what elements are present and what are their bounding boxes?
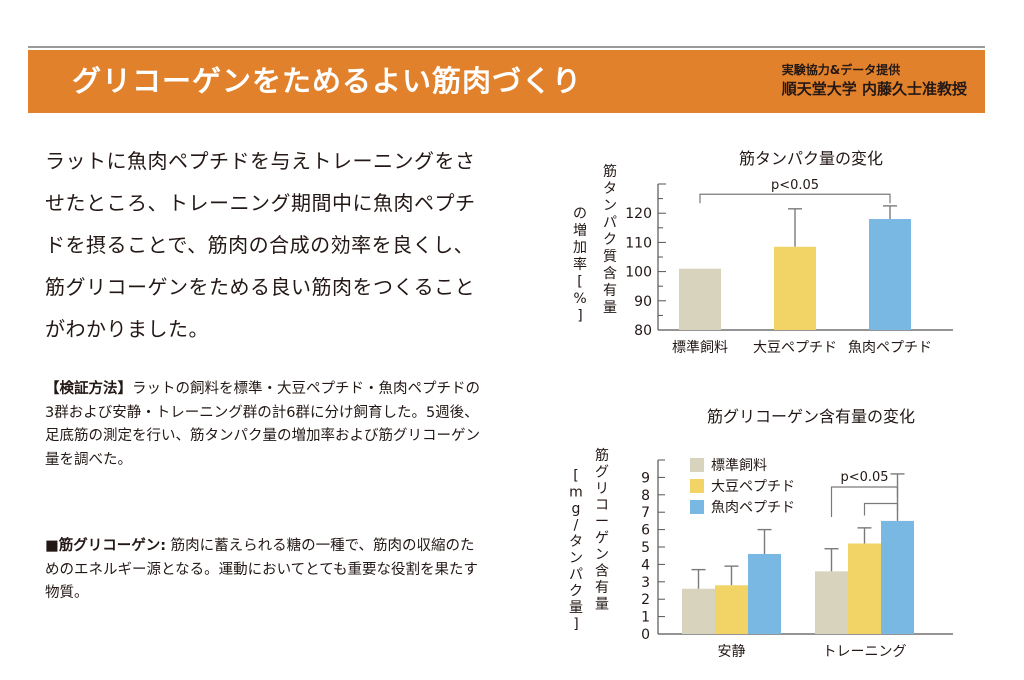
y-axis-label-col1-char: 量: [603, 300, 617, 316]
y-tick-label: 5: [641, 540, 650, 556]
top-rule: [28, 46, 985, 48]
y-axis-label-col2-char: ]: [573, 617, 578, 633]
lead-paragraph: ラットに魚肉ペプチドを与えトレーニングをさせたところ、トレーニング期間中に魚肉ペ…: [45, 149, 476, 341]
y-axis-label-col1-char: リ: [595, 481, 609, 497]
method-paragraph: 【検証方法】ラットの飼料を標準・大豆ペプチド・魚肉ペプチドの3群および安静・トレ…: [45, 378, 485, 472]
y-axis-label-col1-char: 量: [595, 597, 609, 613]
y-tick-label: 4: [641, 557, 650, 573]
y-tick-label: 6: [641, 523, 650, 539]
x-tick-label: 魚肉ペプチド: [848, 340, 932, 356]
significance-bracket: [699, 193, 891, 204]
chart-title: 筋グリコーゲン含有量の変化: [707, 407, 915, 426]
credit-line-2: 順天堂大学 内藤久士准教授: [781, 80, 967, 98]
glossary-definition: 筋肉に蓄えられる糖の一種で、筋肉の収縮のためのエネルギー源となる。運動においてと…: [45, 538, 478, 601]
significance-bracket-outer: [830, 486, 899, 517]
bar-1-3: [748, 553, 781, 634]
y-axis-label-col2-char: %: [573, 291, 586, 307]
y-tick-label: 8: [641, 488, 650, 504]
bar-2-2: [848, 543, 881, 634]
y-axis-label-col2: の増加率[%]: [573, 206, 587, 324]
glycogen-chart: 筋グリコーゲン含有量の変化筋グリコーゲン含有量[mg/タンパク量]0123456…: [569, 407, 953, 660]
y-axis-label-col2-char: タ: [569, 534, 583, 550]
chart-title: 筋タンパク量の変化: [739, 149, 883, 168]
y-axis-label-col1-char: 含: [603, 266, 617, 282]
x-tick-label: トレーニング: [823, 644, 907, 660]
y-axis-label-col1-char: 筋: [595, 447, 609, 464]
y-axis-label-col2-char: m: [569, 485, 583, 501]
y-tick-label: 120: [625, 206, 652, 222]
y-axis-label-col1-char: ー: [595, 514, 609, 530]
x-tick-label: 大豆ペプチド: [753, 340, 837, 356]
y-axis-label-col1-char: パ: [603, 215, 617, 231]
legend-swatch-1: [690, 458, 704, 472]
y-axis-label-col2-char: ]: [577, 308, 582, 324]
bar-1-1: [682, 588, 715, 634]
method-body: ラットの飼料を標準・大豆ペプチド・魚肉ペプチドの3群および安静・トレーニング群の…: [45, 381, 480, 468]
y-axis-label-col2-char: /: [574, 518, 579, 534]
y-axis-label-col1: 筋グリコーゲン含有量: [595, 447, 609, 613]
y-tick-label: 2: [641, 592, 650, 608]
y-axis-label-col2-char: g: [572, 501, 581, 517]
y-axis-label-col1-char: ク: [603, 232, 617, 248]
y-axis-label-col2-char: の: [573, 206, 587, 222]
page-title: グリコーゲンをためるよい筋肉づくり: [72, 64, 583, 98]
y-axis-label-col1-char: 質: [603, 249, 617, 265]
y-axis-label-col2-char: 率: [573, 256, 587, 273]
y-tick-label: 100: [625, 265, 652, 281]
bar-3: [869, 219, 911, 330]
y-axis-label-col2-char: [: [577, 274, 582, 290]
y-axis-label-col1-char: 含: [595, 564, 609, 580]
credit-block: 実験協力&データ提供 順天堂大学 内藤久士准教授: [782, 62, 967, 100]
y-axis-label-col2-char: [: [573, 468, 578, 484]
y-axis-label-col2-char: ン: [569, 551, 583, 567]
y-axis-label-col1-char: 有: [603, 283, 617, 299]
legend-label: 大豆ペプチド: [711, 479, 795, 495]
y-axis-label-col1-char: 有: [595, 580, 609, 596]
y-axis-label-col1-char: コ: [595, 498, 609, 514]
y-tick-label: 0: [641, 627, 650, 643]
y-axis-label-col1-char: グ: [595, 465, 609, 481]
y-tick-label: 3: [641, 575, 650, 591]
glossary-term: ■筋グリコーゲン:: [45, 538, 166, 554]
y-axis-label-col2-char: 増: [573, 223, 587, 239]
legend-swatch-2: [690, 479, 704, 493]
y-tick-label: 9: [641, 470, 650, 486]
y-tick-label: 80: [634, 323, 652, 339]
legend-label: 魚肉ペプチド: [711, 500, 795, 516]
method-heading: 【検証方法】: [45, 381, 132, 397]
y-axis-label-col2-char: 加: [573, 240, 587, 256]
significance-label: p<0.05: [771, 178, 819, 193]
credit-line-1: 実験協力&データ提供: [781, 63, 901, 77]
bar-2-1: [815, 571, 848, 634]
y-axis-label-col1-char: 筋: [603, 163, 617, 180]
y-axis-label-col1-char: ン: [595, 547, 609, 563]
significance-bracket-inner: [863, 502, 899, 516]
bar-1-2: [715, 585, 748, 634]
legend-swatch-3: [690, 500, 704, 514]
x-tick-label: 標準飼料: [672, 340, 728, 356]
y-tick-label: 110: [625, 235, 652, 251]
y-axis-label-col2-char: ク: [569, 584, 583, 600]
y-tick-label: 90: [634, 294, 652, 310]
y-axis-label-col1-char: ン: [603, 198, 617, 214]
y-tick-label: 7: [641, 505, 650, 521]
significance-label: p<0.05: [840, 470, 888, 485]
legend-label: 標準飼料: [711, 458, 767, 474]
y-axis-label-col2: [mg/タンパク量]: [569, 468, 583, 633]
x-tick-label: 安静: [718, 644, 746, 660]
bar-2: [774, 246, 816, 330]
glossary-paragraph: ■筋グリコーゲン: 筋肉に蓄えられる糖の一種で、筋肉の収縮のためのエネルギー源と…: [45, 535, 485, 606]
y-tick-label: 1: [641, 610, 650, 626]
y-axis-label-col2-char: パ: [569, 567, 583, 583]
y-axis-label-col2-char: 量: [569, 600, 583, 616]
title-banner: グリコーゲンをためるよい筋肉づくり 実験協力&データ提供 順天堂大学 内藤久士准…: [28, 50, 985, 113]
y-axis-label-col1-char: ゲ: [595, 531, 609, 547]
bar-2-3: [881, 520, 914, 634]
y-axis-label-col1-char: タ: [603, 181, 617, 197]
bar-1: [679, 268, 721, 330]
